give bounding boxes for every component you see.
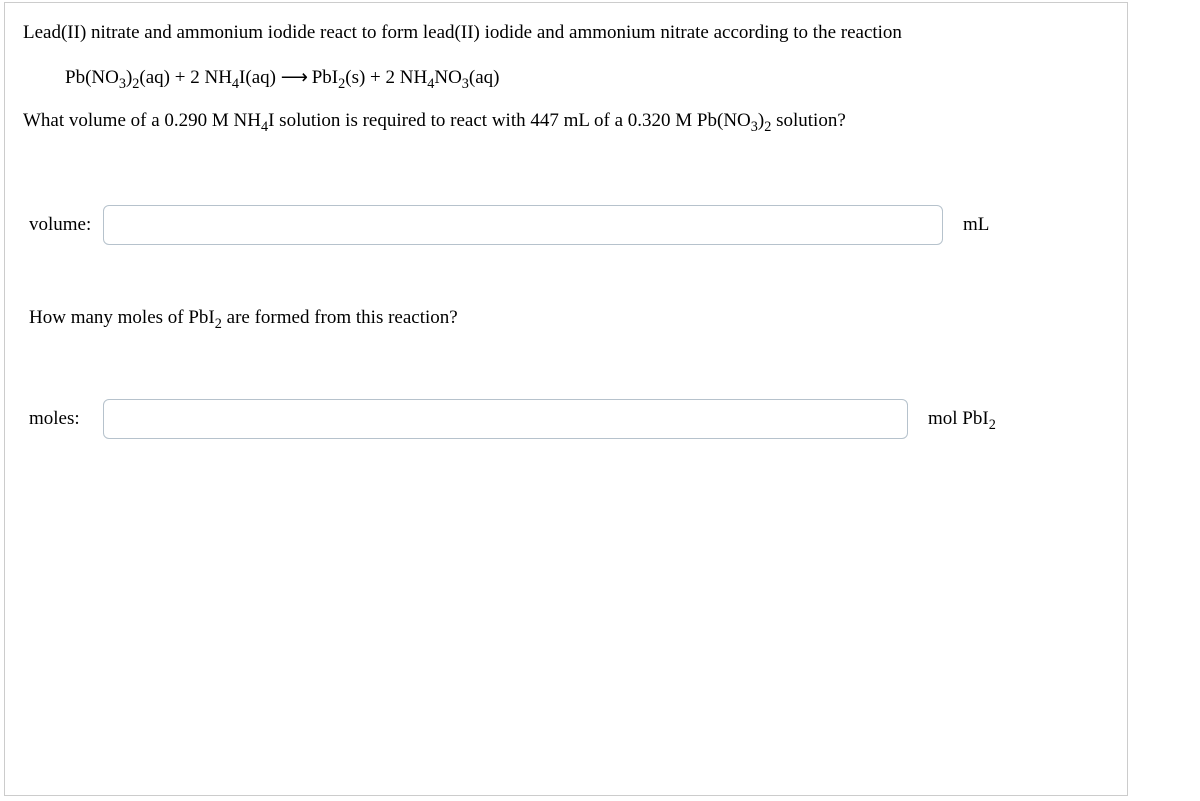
volume-input[interactable] [103,205,943,245]
moles-label: moles: [23,408,103,430]
volume-answer-row: volume: mL [23,205,1109,245]
question-container: Lead(II) nitrate and ammonium iodide rea… [4,2,1128,796]
question-1: What volume of a 0.290 M NH4I solution i… [23,107,1109,136]
volume-unit: mL [943,214,989,236]
volume-label: volume: [23,214,103,236]
moles-answer-row: moles: mol PbI2 [23,399,1109,439]
chemical-equation: Pb(NO3)2(aq) + 2 NH4I(aq) ⟶ PbI2(s) + 2 … [65,66,1109,89]
moles-unit: mol PbI2 [908,408,996,430]
problem-intro: Lead(II) nitrate and ammonium iodide rea… [23,19,1109,48]
moles-input[interactable] [103,399,908,439]
question-2: How many moles of PbI2 are formed from t… [23,307,1109,329]
